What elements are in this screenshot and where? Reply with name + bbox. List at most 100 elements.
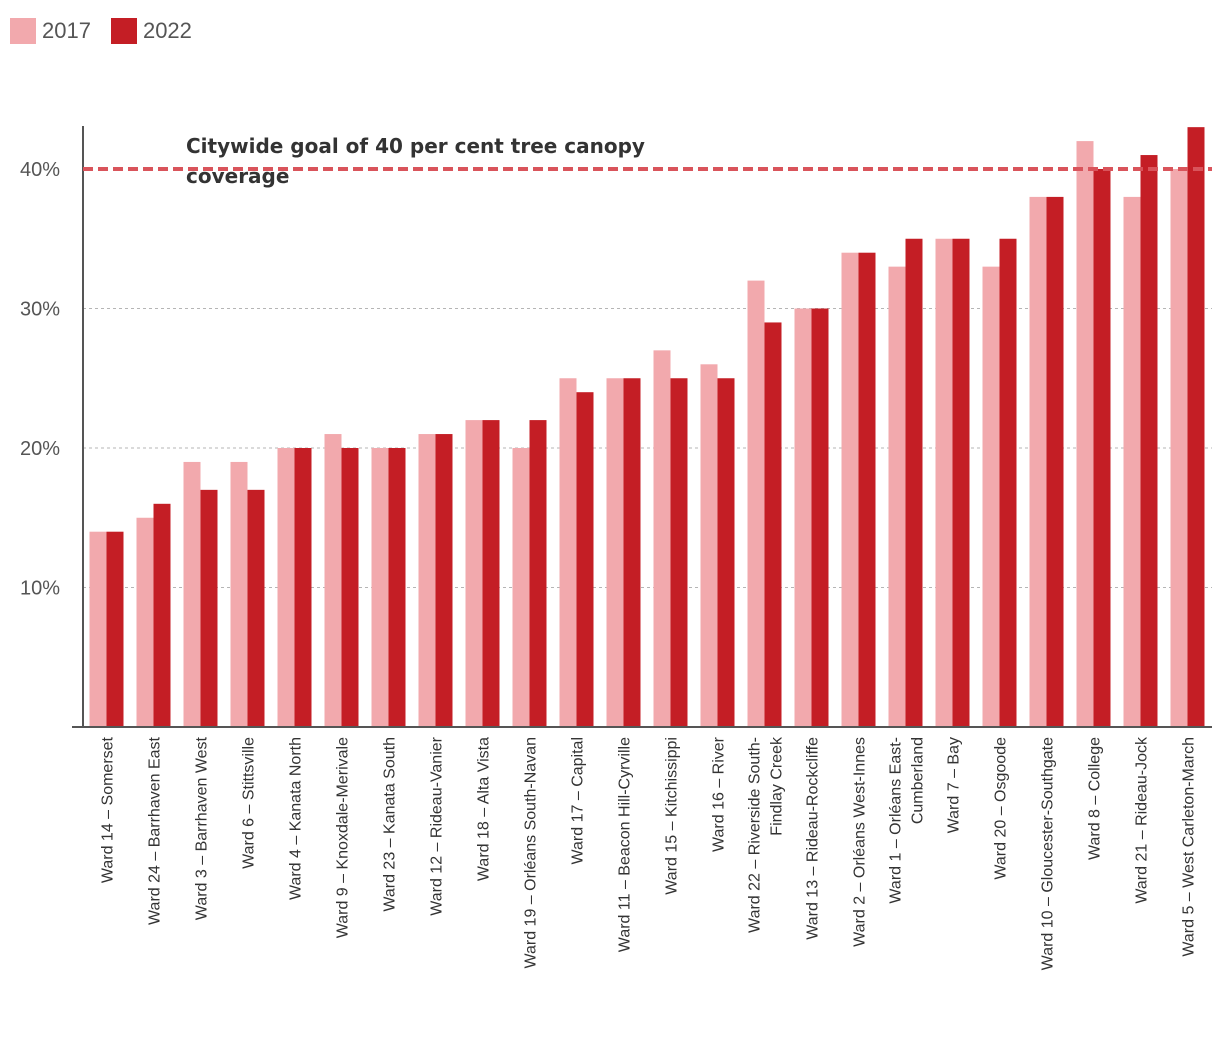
bar-2017 [371, 448, 389, 727]
bar-2017 [277, 448, 295, 727]
bar-2017 [1170, 169, 1188, 727]
x-tick-label: Ward 10 – Gloucester-Southgate [1040, 737, 1057, 970]
x-tick-label: Ward 3 – Barrhaven West [194, 736, 211, 920]
bar-2017 [747, 280, 765, 727]
bar-2022 [576, 392, 594, 727]
bar-2017 [606, 378, 624, 727]
bar-2017 [700, 364, 718, 727]
x-tick-label-line: Ward 20 – Osgoode [993, 737, 1010, 880]
x-tick-label-line: Ward 5 – West Carleton-March [1181, 737, 1198, 957]
x-tick-label-line: Ward 15 – Kitchissippi [664, 737, 681, 895]
bar-2022 [952, 238, 970, 727]
bar-2017 [888, 266, 906, 727]
goal-annotation-line: Citywide goal of 40 per cent tree canopy [186, 134, 645, 158]
bar-2022 [388, 448, 406, 727]
x-tick-label-line: Ward 1 – Orléans East- [888, 737, 905, 904]
bar-2022 [811, 308, 829, 727]
x-tick-label-line: Ward 14 – Somerset [100, 736, 117, 883]
bar-2022 [529, 420, 547, 727]
legend-item-2017: 2017 [10, 18, 91, 44]
x-tick-label-line: Ward 22 – Riverside South- [747, 737, 764, 933]
x-tick-label: Ward 15 – Kitchissippi [664, 737, 681, 895]
x-tick-label: Ward 21 – Rideau-Jock [1134, 736, 1151, 904]
legend-label-2017: 2017 [42, 18, 91, 43]
x-tick-label-line: Ward 21 – Rideau-Jock [1134, 736, 1151, 904]
x-tick-label: Ward 1 – Orléans East- Cumberland [888, 737, 927, 904]
x-tick-label-line: Ward 12 – Rideau-Vanier [429, 736, 446, 915]
x-tick-label-line: Ward 13 – Rideau-Rockcliffe [805, 737, 822, 940]
x-tick-label-line: Ward 6 – Stittsville [241, 737, 258, 869]
bar-2017 [136, 517, 154, 727]
bar-2022 [435, 434, 453, 727]
legend: 2017 2022 [10, 18, 192, 44]
x-tick-label-line: Ward 18 – Alta Vista [476, 737, 493, 881]
x-tick-label-line: Findlay Creek [769, 736, 786, 836]
y-tick-label: 20% [20, 438, 60, 460]
x-tick-label: Ward 14 – Somerset [100, 736, 117, 883]
x-tick-label-line: Ward 24 – Barrhaven East [147, 736, 164, 925]
x-tick-label-line: Ward 4 – Kanata North [288, 737, 305, 900]
y-tick-label: 40% [20, 159, 60, 181]
x-tick-label: Ward 5 – West Carleton-March [1181, 737, 1198, 957]
x-tick-label-line: Ward 10 – Gloucester-Southgate [1040, 737, 1057, 970]
bar-2022 [482, 420, 500, 727]
bar-2017 [512, 448, 530, 727]
bar-2017 [89, 531, 107, 727]
x-tick-label: Ward 11 – Beacon Hill-Cyrville [617, 737, 634, 952]
x-tick-label: Ward 19 – Orléans South-Navan [523, 737, 540, 969]
bar-2022 [247, 489, 265, 727]
bar-2017 [183, 461, 201, 727]
bar-2022 [341, 448, 359, 727]
bar-2022 [623, 378, 641, 727]
x-tick-label: Ward 12 – Rideau-Vanier [429, 736, 446, 915]
legend-swatch-2022 [110, 18, 137, 44]
bar-2017 [935, 238, 953, 727]
legend-swatch-2017 [10, 18, 36, 44]
x-tick-label: Ward 18 – Alta Vista [476, 737, 493, 881]
x-tick-label-line: Ward 16 – River [711, 736, 728, 852]
bar-2022 [1046, 196, 1064, 727]
legend-label-2022: 2022 [142, 18, 192, 43]
x-tick-label: Ward 24 – Barrhaven East [147, 736, 164, 925]
x-tick-label: Ward 8 – College [1087, 737, 1104, 860]
x-tick-label: Ward 6 – Stittsville [241, 737, 258, 869]
x-tick-label-line: Ward 9 – Knoxdale-Merivale [335, 737, 352, 938]
bar-2017 [418, 434, 436, 727]
bar-2022 [294, 448, 312, 727]
x-tick-label-line: Ward 7 – Bay [946, 737, 963, 833]
x-tick-label: Ward 13 – Rideau-Rockcliffe [805, 737, 822, 940]
bar-2017 [841, 252, 859, 727]
x-tick-label-line: Ward 3 – Barrhaven West [194, 736, 211, 920]
x-tick-label-line: Ward 11 – Beacon Hill-Cyrville [617, 737, 634, 952]
x-tick-label-line: Ward 19 – Orléans South-Navan [523, 737, 540, 969]
x-tick-label: Ward 20 – Osgoode [993, 737, 1010, 880]
bar-2022 [717, 378, 735, 727]
x-tick-label-line: Ward 2 – Orléans West-Innes [852, 737, 869, 947]
x-tick-label: Ward 23 – Kanata South [382, 737, 399, 912]
x-tick-label: Ward 22 – Riverside South- Findlay Creek [747, 736, 786, 933]
bar-2017 [653, 350, 671, 727]
y-tick-label: 30% [20, 299, 60, 321]
y-tick-label: 10% [20, 578, 60, 600]
bar-2022 [106, 531, 124, 727]
bar-2022 [670, 378, 688, 727]
x-tick-label-line: Ward 17 – Capital [570, 737, 587, 864]
bar-2017 [794, 308, 812, 727]
bar-2022 [200, 489, 218, 727]
x-tick-label: Ward 7 – Bay [946, 737, 963, 833]
bar-2022 [999, 238, 1017, 727]
goal-annotation-line: coverage [186, 164, 289, 188]
x-tick-label-line: Cumberland [910, 737, 927, 824]
bar-2017 [1123, 196, 1141, 727]
bar-2022 [1140, 155, 1158, 728]
bar-2017 [465, 420, 483, 727]
bar-2022 [764, 322, 782, 727]
bar-2017 [1076, 141, 1094, 728]
x-tick-label: Ward 17 – Capital [570, 737, 587, 864]
x-tick-label: Ward 9 – Knoxdale-Merivale [335, 737, 352, 938]
x-tick-label: Ward 4 – Kanata North [288, 737, 305, 900]
bar-2017 [324, 434, 342, 727]
bar-2017 [559, 378, 577, 727]
x-tick-label: Ward 2 – Orléans West-Innes [852, 737, 869, 947]
